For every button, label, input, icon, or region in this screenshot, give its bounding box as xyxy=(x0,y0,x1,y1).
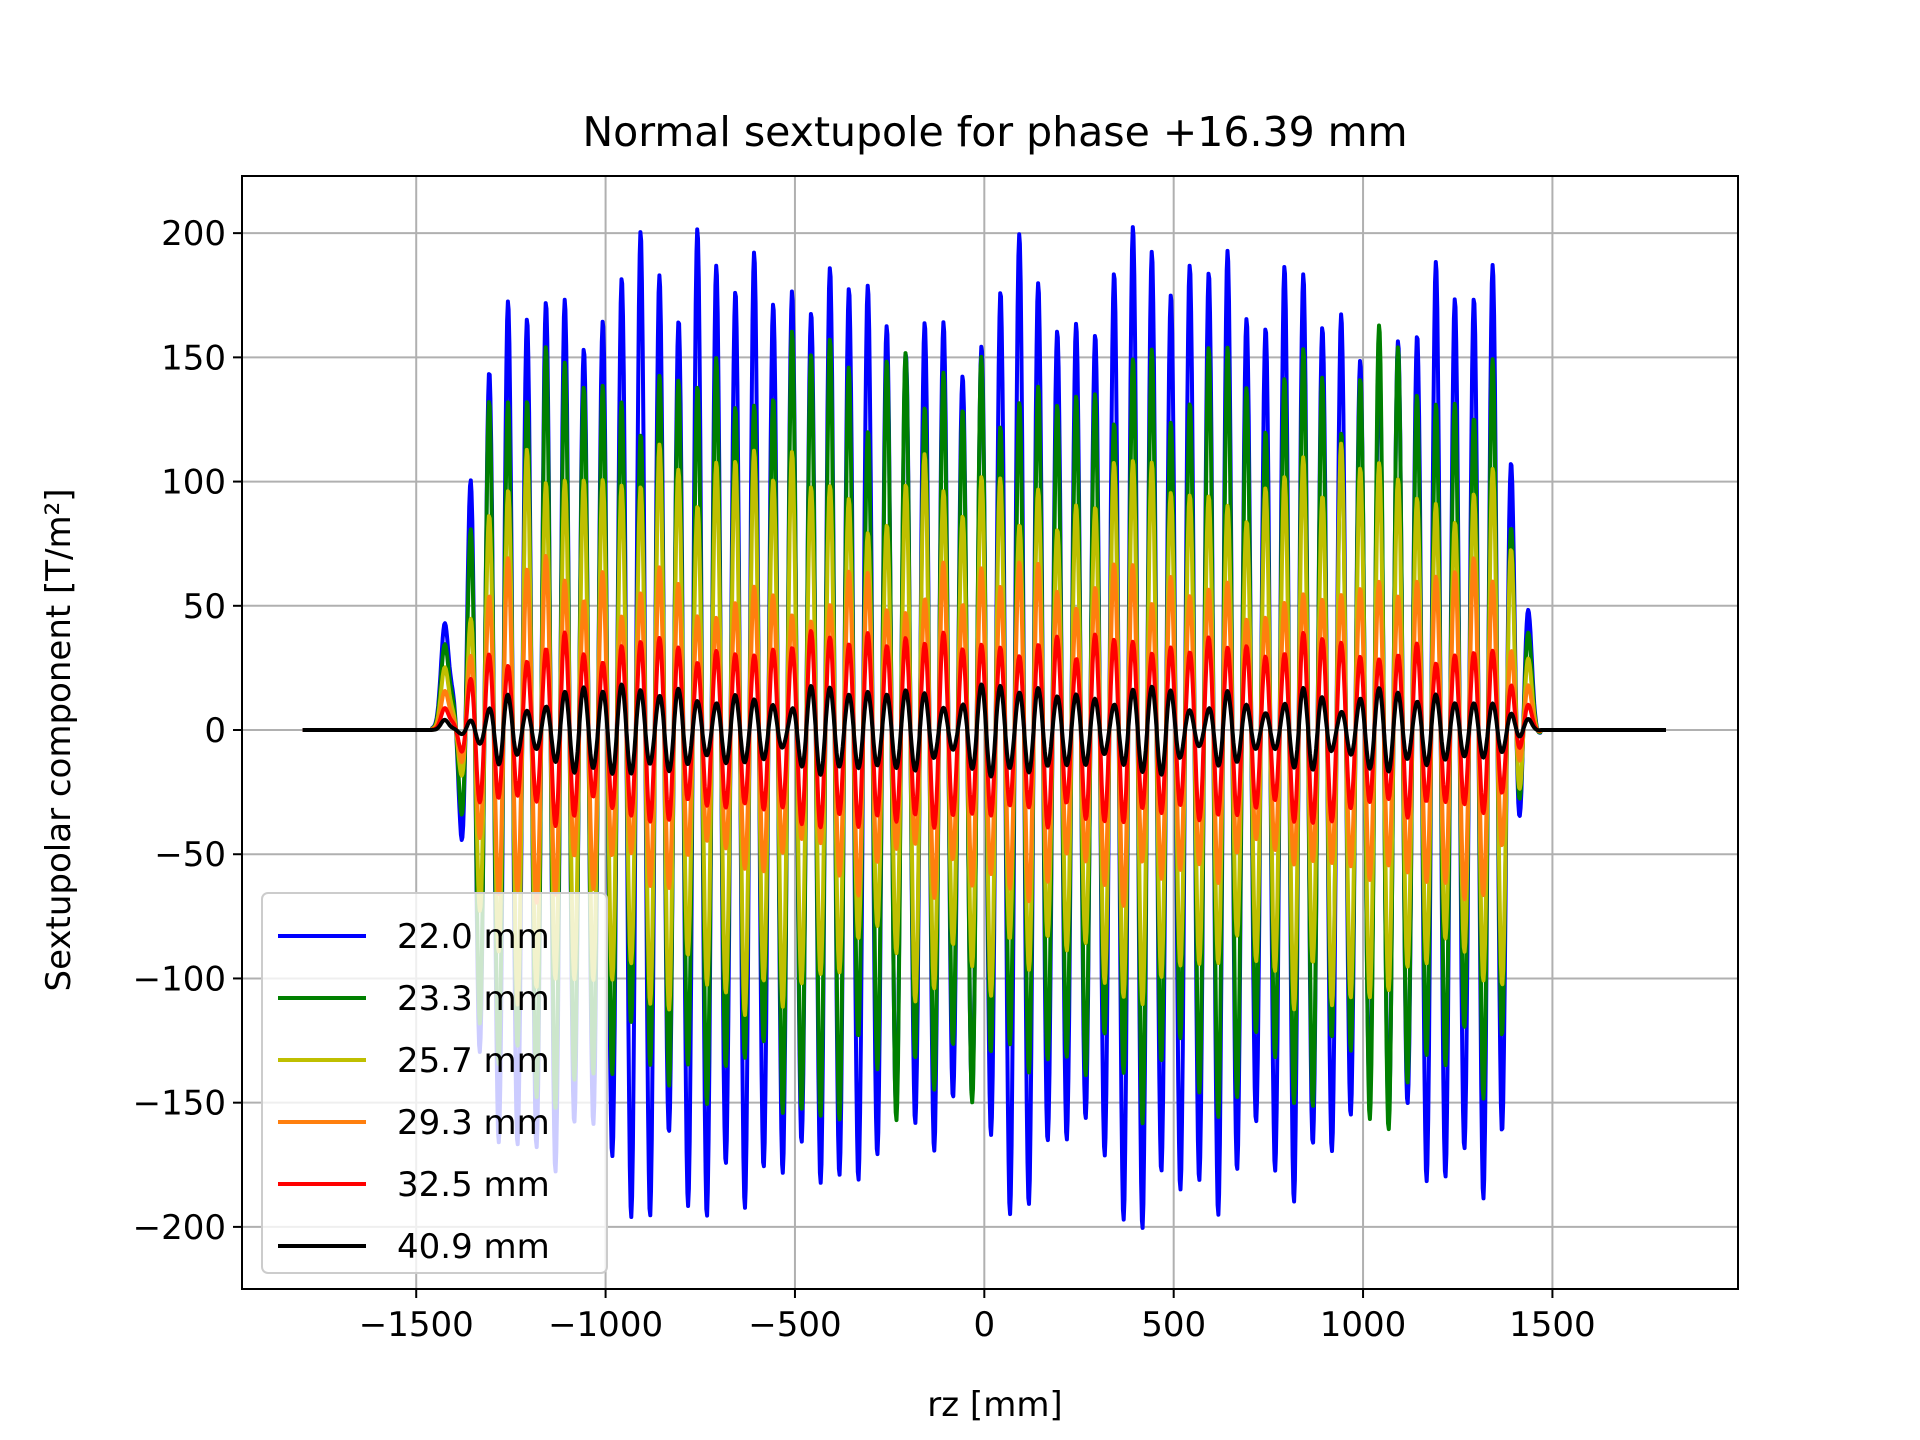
legend-label: 40.9 mm xyxy=(397,1227,550,1267)
series-line-40-9-mm xyxy=(301,682,1668,779)
x-tick-label: −1500 xyxy=(359,1305,474,1345)
y-tick-label: 0 xyxy=(204,711,226,751)
x-tick-label: 1000 xyxy=(1320,1305,1407,1345)
legend-label: 29.3 mm xyxy=(397,1103,550,1143)
x-tick-label: 1500 xyxy=(1509,1305,1596,1345)
x-tick-label: −500 xyxy=(748,1305,841,1345)
y-tick-label: −150 xyxy=(133,1084,226,1124)
x-tick-label: 0 xyxy=(973,1305,995,1345)
legend-label: 23.3 mm xyxy=(397,979,550,1019)
chart-title: Normal sextupole for phase +16.39 mm xyxy=(582,108,1407,156)
x-axis-label: rz [mm] xyxy=(927,1385,1062,1425)
plot-area-frame xyxy=(241,175,1739,1290)
axis-ticks: −1500 −1000 −500 0 500 1000 1500200150100500−5… xyxy=(133,214,1596,1345)
y-tick-label: −100 xyxy=(133,959,226,999)
legend-label: 25.7 mm xyxy=(397,1041,550,1081)
legend-box xyxy=(261,892,608,1274)
x-tick-label: −1000 xyxy=(548,1305,663,1345)
y-tick-label: 150 xyxy=(161,338,226,378)
legend-label: 32.5 mm xyxy=(397,1165,550,1205)
y-tick-label: 200 xyxy=(161,214,226,254)
x-tick-label: 500 xyxy=(1141,1305,1206,1345)
y-axis-label: Sextupolar component [T/m²] xyxy=(39,488,79,991)
y-tick-label: 50 xyxy=(183,587,226,627)
legend-label: 22.0 mm xyxy=(397,917,550,957)
series-line-32-5-mm xyxy=(301,629,1668,830)
y-tick-label: −200 xyxy=(133,1208,226,1248)
y-tick-label: 100 xyxy=(161,463,226,503)
y-tick-label: −50 xyxy=(154,835,226,875)
series-line-29-3-mm xyxy=(301,554,1668,908)
legend: 22.0 mm 23.3 mm 25.7 mm 29.3 mm 32.5 mm 40.9 … xyxy=(261,892,608,1274)
series-lines xyxy=(301,225,1668,1230)
